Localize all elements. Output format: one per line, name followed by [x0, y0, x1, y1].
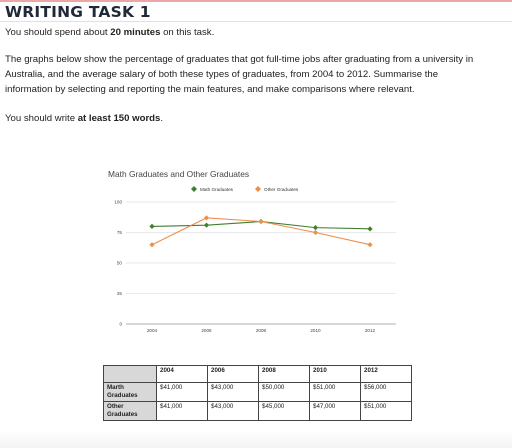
table-cell: $43,000 — [207, 382, 259, 402]
table-column-header: 2012 — [360, 365, 412, 383]
table-row-header: Marth Graduates — [103, 382, 157, 402]
bottom-shadow — [0, 430, 512, 448]
legend-label: Other Graduates — [264, 187, 299, 192]
title-divider — [0, 21, 512, 22]
data-point — [149, 223, 155, 229]
data-point — [367, 226, 373, 232]
table-row: Other Graduates $41,000 $43,000 $45,000 … — [103, 401, 412, 421]
page-title: WRITING TASK 1 — [5, 3, 151, 21]
table-header-row: 2004 2006 2008 2010 2012 — [103, 365, 412, 383]
y-tick-label: 50 — [117, 261, 123, 266]
table-cell: $51,000 — [309, 382, 361, 402]
data-point — [367, 242, 373, 248]
table-cell: $41,000 — [156, 382, 208, 402]
line-chart: Math Graduates and Other Graduates Math … — [108, 166, 404, 346]
table-corner-cell — [103, 365, 157, 383]
table-column-header: 2008 — [258, 365, 310, 383]
legend-marker — [255, 186, 261, 192]
legend-marker — [191, 186, 197, 192]
table-column-header: 2010 — [309, 365, 361, 383]
y-tick-label: 100 — [114, 200, 122, 205]
y-tick-label: 75 — [117, 230, 123, 235]
y-tick-label: 0 — [119, 322, 122, 327]
x-tick-label: 2012 — [365, 328, 376, 333]
prompt-line-1: The graphs below show the percentage of … — [5, 54, 474, 65]
data-point — [258, 218, 264, 225]
y-tick-label: 25 — [117, 291, 123, 296]
table-column-header: 2006 — [207, 365, 259, 383]
salary-table: 2004 2006 2008 2010 2012 Marth Graduates… — [103, 365, 412, 421]
x-tick-label: 2004 — [147, 328, 158, 333]
data-point — [312, 229, 319, 236]
prompt-line-3: information by selecting and reporting t… — [5, 84, 415, 95]
table-cell: $45,000 — [258, 401, 310, 421]
chart-title: Math Graduates and Other Graduates — [108, 169, 250, 179]
legend-label: Math Graduates — [200, 187, 234, 192]
x-tick-label: 2008 — [256, 328, 267, 333]
time-instruction: You should spend about 20 minutes on thi… — [5, 27, 215, 38]
table-cell: $41,000 — [156, 401, 208, 421]
data-point — [203, 222, 210, 228]
table-cell: $47,000 — [309, 401, 361, 421]
table-row-header: Other Graduates — [103, 401, 157, 421]
data-point — [149, 242, 155, 248]
x-tick-label: 2010 — [310, 328, 321, 333]
top-accent-bar — [0, 0, 512, 2]
table-cell: $50,000 — [258, 382, 310, 402]
prompt-line-2: Australia, and the average salary of bot… — [5, 69, 439, 80]
chart-svg: Math Graduates Other Graduates 0 25 50 75 100 2… — [114, 186, 396, 333]
table-column-header: 2004 — [156, 365, 208, 383]
word-count-instruction: You should write at least 150 words. — [5, 113, 164, 124]
data-point — [312, 225, 319, 231]
data-point — [203, 215, 210, 221]
table-row: Marth Graduates $41,000 $43,000 $50,000 … — [103, 382, 412, 402]
x-tick-label: 2006 — [201, 328, 212, 333]
table-cell: $51,000 — [360, 401, 412, 421]
table-cell: $56,000 — [360, 382, 412, 402]
table-cell: $43,000 — [207, 401, 259, 421]
